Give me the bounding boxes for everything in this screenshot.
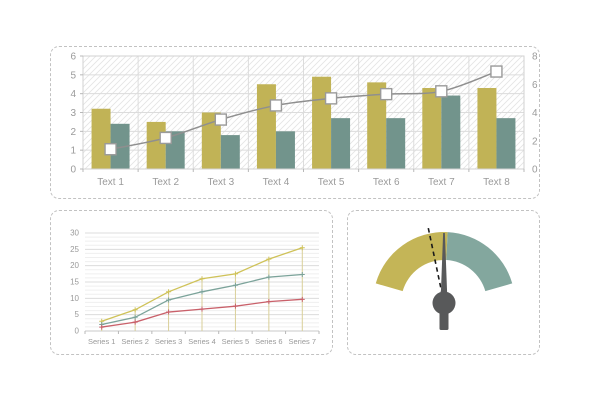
svg-text:15: 15 — [70, 278, 79, 287]
svg-text:Series 5: Series 5 — [222, 337, 250, 346]
svg-text:2: 2 — [70, 127, 76, 138]
combo-bar-line-chart: 0 1 2 3 4 5 6 0 2 4 6 8 Text 1 Text 2 Text 3 Text 4 Text… — [70, 52, 538, 189]
svg-text:3: 3 — [70, 108, 76, 119]
svg-text:6: 6 — [532, 80, 538, 91]
line-chart-panel: 0 5 10 15 20 25 30 Series 1 Series 2 Series 3 Seri… — [50, 210, 333, 355]
svg-text:6: 6 — [70, 52, 76, 63]
svg-text:Series 6: Series 6 — [255, 337, 283, 346]
svg-text:Text 5: Text 5 — [318, 177, 345, 188]
combo-chart-panel: 0 1 2 3 4 5 6 0 2 4 6 8 Text 1 Text 2 Text 3 Text 4 Text… — [50, 46, 540, 199]
svg-text:Text 3: Text 3 — [207, 177, 234, 188]
svg-text:Text 6: Text 6 — [373, 177, 400, 188]
svg-text:0: 0 — [75, 327, 80, 336]
svg-text:5: 5 — [70, 70, 76, 81]
svg-text:Text 8: Text 8 — [483, 177, 510, 188]
svg-text:1: 1 — [70, 146, 76, 157]
svg-text:Series 2: Series 2 — [121, 337, 149, 346]
svg-text:25: 25 — [70, 245, 79, 254]
svg-text:2: 2 — [532, 136, 538, 147]
svg-text:4: 4 — [532, 108, 538, 119]
svg-text:30: 30 — [70, 229, 79, 238]
multi-series-line-chart: 0 5 10 15 20 25 30 Series 1 Series 2 Series 3 Seri… — [70, 229, 320, 346]
svg-text:Series 3: Series 3 — [155, 337, 183, 346]
svg-text:8: 8 — [532, 52, 538, 63]
svg-text:20: 20 — [70, 261, 79, 270]
svg-text:Text 4: Text 4 — [263, 177, 290, 188]
svg-text:5: 5 — [75, 310, 80, 319]
svg-text:4: 4 — [70, 89, 76, 100]
gauge-chart — [375, 227, 513, 330]
svg-text:Text 7: Text 7 — [428, 177, 455, 188]
svg-text:Series 4: Series 4 — [188, 337, 216, 346]
gauge-panel — [347, 210, 540, 355]
svg-text:Series 1: Series 1 — [88, 337, 116, 346]
svg-text:Text 1: Text 1 — [97, 177, 124, 188]
svg-text:Series 7: Series 7 — [289, 337, 317, 346]
svg-text:Text 2: Text 2 — [152, 177, 179, 188]
svg-text:0: 0 — [70, 165, 76, 176]
svg-text:0: 0 — [532, 165, 538, 176]
svg-text:10: 10 — [70, 294, 79, 303]
